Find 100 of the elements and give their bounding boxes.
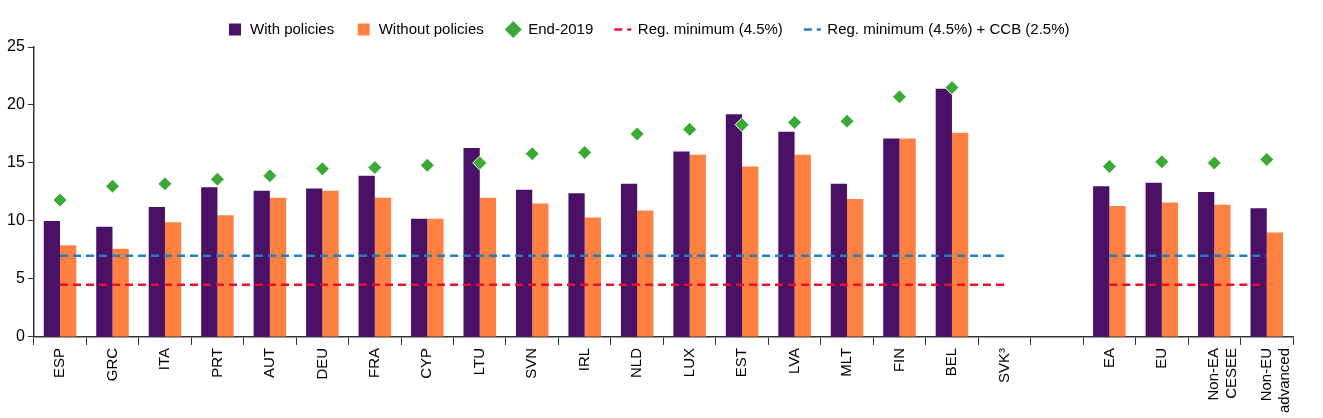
x-tick-label: Non-EA CESEE <box>1204 347 1240 401</box>
x-tick-label: Non-EU advanced <box>1256 347 1292 414</box>
bar <box>532 203 549 337</box>
point <box>524 146 540 162</box>
point <box>682 121 698 137</box>
bar <box>1214 204 1231 337</box>
bar <box>1093 186 1110 337</box>
bar <box>935 88 952 337</box>
bar <box>269 197 287 337</box>
bar <box>1250 208 1267 337</box>
x-tick-label: CYP <box>417 347 435 379</box>
x-tick-label: FRA <box>364 347 382 378</box>
point <box>1154 154 1170 170</box>
x-tick-label: GRC <box>102 347 120 382</box>
point <box>1259 152 1275 167</box>
bar <box>322 190 339 337</box>
x-tick-label: ITA <box>155 347 173 371</box>
bar <box>1266 232 1284 337</box>
point <box>314 161 330 177</box>
legend-label: End-2019 <box>528 19 594 37</box>
bar <box>463 147 480 337</box>
bar <box>96 226 113 337</box>
point <box>262 168 278 184</box>
bar <box>794 154 811 337</box>
x-tick-label: LUX <box>679 347 697 378</box>
bar <box>515 189 533 337</box>
bar <box>112 248 129 337</box>
point <box>157 176 173 192</box>
x-tick-label: ESP <box>50 347 68 378</box>
bar <box>673 151 690 337</box>
point <box>944 80 960 96</box>
bar <box>374 197 392 337</box>
bar <box>1161 202 1179 337</box>
point <box>787 114 803 130</box>
bar <box>951 132 969 337</box>
point <box>839 113 855 129</box>
bar <box>847 198 864 337</box>
legend-label: Without policies <box>378 19 484 37</box>
bar <box>306 188 323 337</box>
bar <box>60 245 77 337</box>
bar <box>1109 205 1126 337</box>
point <box>472 155 488 171</box>
x-tick-label: AUT <box>260 347 278 378</box>
bar <box>883 138 900 337</box>
bar <box>358 175 375 337</box>
bar <box>899 138 916 337</box>
y-tick-label: 0 <box>15 327 25 345</box>
point <box>734 117 750 133</box>
point <box>577 145 593 161</box>
legend-label: Reg. minimum (4.5%) + CCB (2.5%) <box>827 19 1070 37</box>
bar <box>742 166 759 337</box>
point <box>105 178 120 194</box>
point <box>1206 155 1222 171</box>
point <box>629 126 645 142</box>
bar <box>1145 182 1162 337</box>
point <box>367 160 383 176</box>
bar <box>148 207 165 337</box>
x-tick-label: DEU <box>312 347 330 380</box>
x-tick-label: EST <box>732 347 750 378</box>
y-tick-label: 25 <box>7 37 25 55</box>
bar <box>620 183 638 337</box>
bar <box>830 183 848 337</box>
point <box>1101 158 1117 174</box>
y-tick-label: 10 <box>7 211 25 229</box>
x-tick-label: MLT <box>837 347 855 377</box>
x-tick-label: EU <box>1151 347 1169 369</box>
bar <box>427 218 444 337</box>
x-tick-label: LTU <box>469 347 487 376</box>
x-tick-label: SVK³ <box>994 347 1012 383</box>
point <box>419 157 435 173</box>
bar <box>411 218 428 337</box>
y-tick-label: 15 <box>7 153 25 171</box>
x-tick-label: IRL <box>574 347 592 372</box>
x-tick-label: NLD <box>627 347 645 378</box>
y-tick-label: 20 <box>7 95 25 113</box>
x-tick-label: BEL <box>942 347 960 377</box>
bar <box>253 190 270 337</box>
x-tick-label: SVN <box>522 347 540 379</box>
bar <box>43 220 61 337</box>
point <box>209 171 225 187</box>
bar <box>568 193 585 337</box>
legend-label: With policies <box>250 19 335 37</box>
bar <box>217 215 234 337</box>
bar <box>201 187 218 337</box>
legend-label: Reg. minimum (4.5%) <box>637 19 783 37</box>
bar <box>164 222 182 337</box>
bar <box>637 210 654 337</box>
bar <box>1198 191 1215 337</box>
y-tick-label: 5 <box>15 269 25 287</box>
bar <box>584 217 601 337</box>
point <box>52 192 68 208</box>
x-tick-label: FIN <box>889 347 907 373</box>
bar <box>689 154 706 337</box>
bar <box>725 114 743 337</box>
x-tick-label: EA <box>1099 347 1117 368</box>
x-tick-label: LVA <box>784 347 802 375</box>
bar <box>479 197 497 337</box>
bar <box>778 131 795 337</box>
point <box>892 89 907 105</box>
x-tick-label: PRT <box>207 347 225 378</box>
